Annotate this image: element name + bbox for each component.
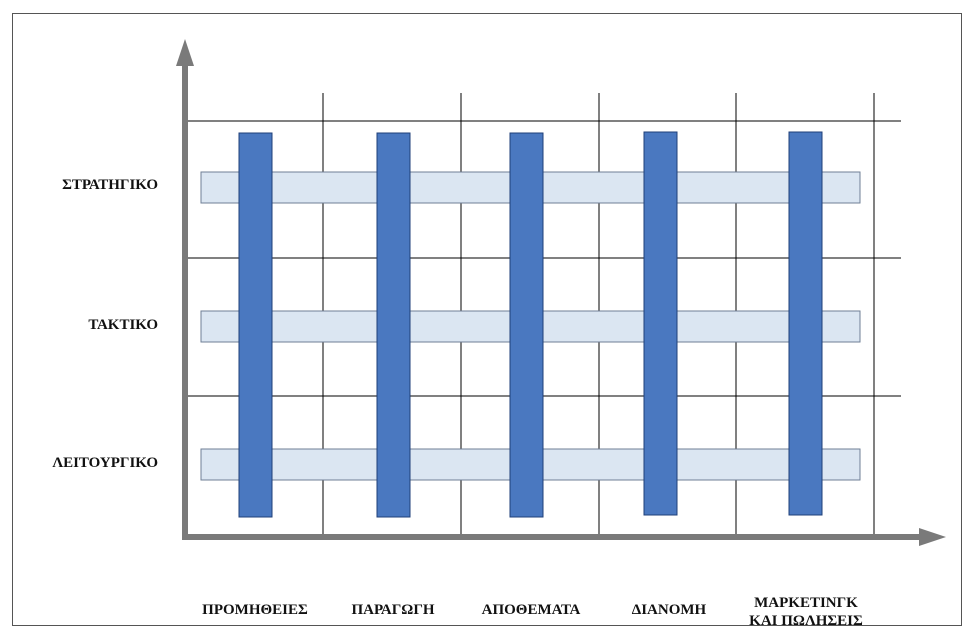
column-label-marketing-sales: ΜΑΡΚΕΤΙΝΓΚ ΚΑΙ ΠΩΛΗΣΕΙΣ [749, 595, 863, 629]
row-label-strategic: ΣΤΡΑΤΗΓΙΚΟ [62, 177, 158, 193]
column-bar [238, 132, 273, 518]
column-bar [643, 131, 678, 516]
row-label-tactical: ΤΑΚΤΙΚΟ [88, 317, 158, 333]
column-bar [509, 132, 544, 518]
row-label-operational: ΛΕΙΤΟΥΡΓΙΚΟ [52, 455, 158, 471]
column-label-inventory: ΑΠΟΘΕΜΑΤΑ [481, 602, 581, 618]
x-axis-line [182, 534, 922, 540]
column-label-production: ΠΑΡΑΓΩΓΗ [351, 602, 435, 618]
column-label-procurement: ΠΡΟΜΗΘΕΙΕΣ [202, 602, 308, 618]
column-bars [238, 131, 823, 518]
column-bar [376, 132, 411, 518]
column-label-distribution: ΔΙΑΝΟΜΗ [631, 602, 707, 618]
diagram-frame [12, 13, 962, 626]
x-axis-arrowhead [919, 528, 946, 546]
y-axis-line [182, 62, 188, 540]
y-axis-arrowhead [176, 39, 194, 66]
column-bar [788, 131, 823, 516]
axes [176, 39, 946, 546]
